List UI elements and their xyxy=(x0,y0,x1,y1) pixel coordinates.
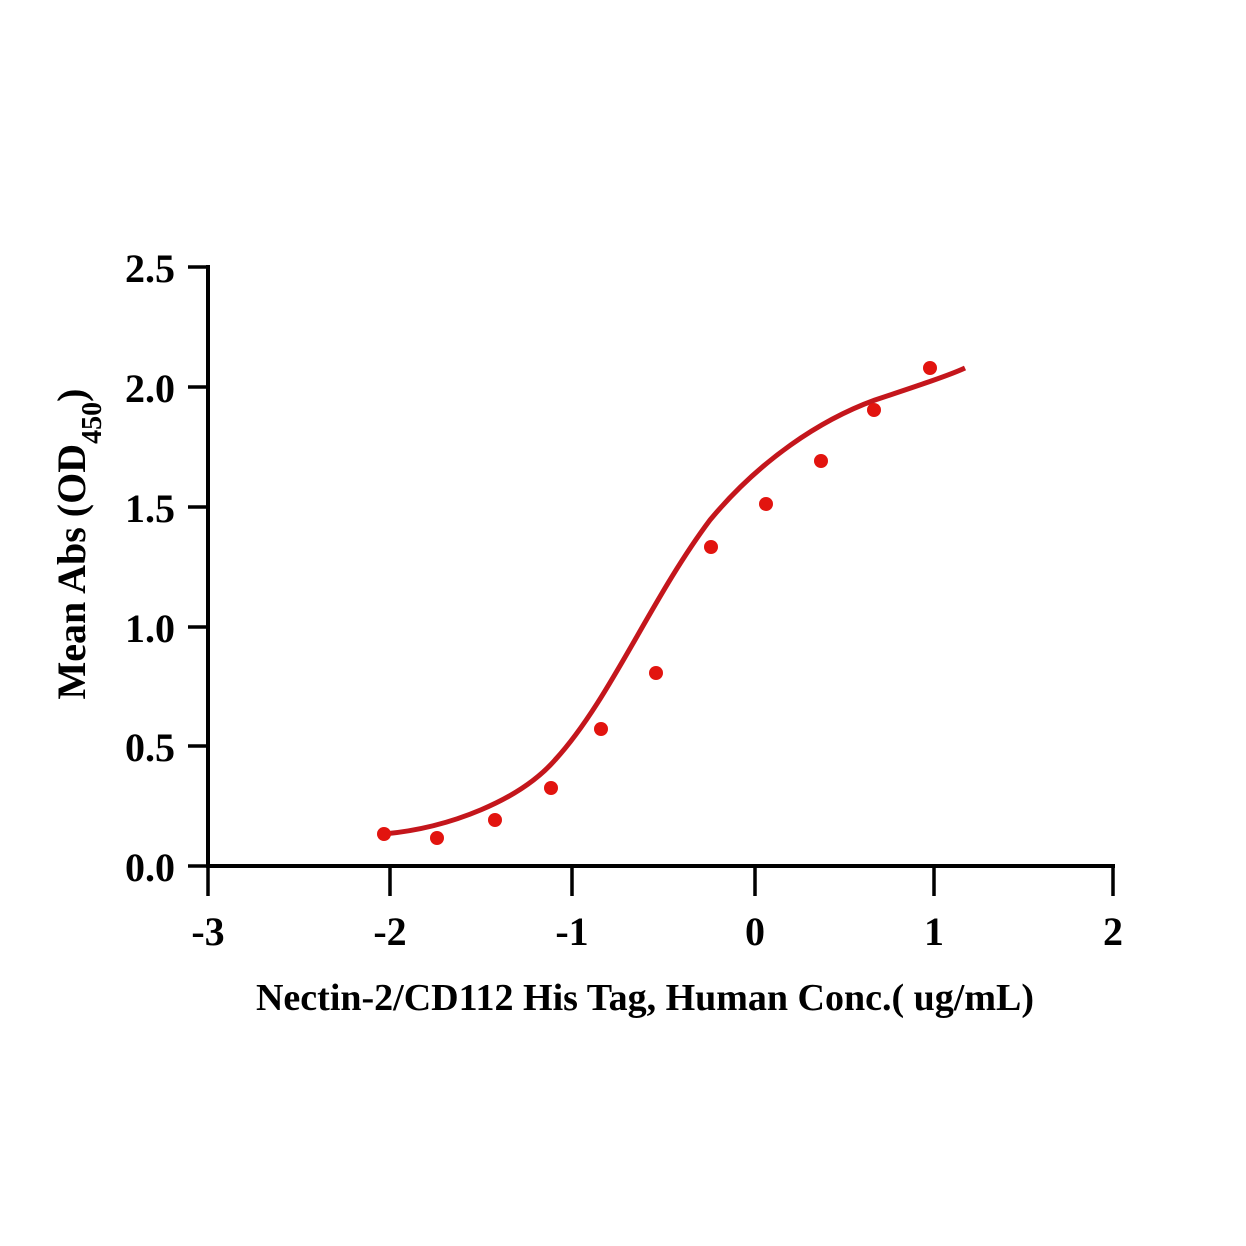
svg-text:Nectin-2/CD112 His Tag, Human: Nectin-2/CD112 His Tag, Human Conc.( ug/… xyxy=(256,977,1034,1019)
svg-text:1.5: 1.5 xyxy=(125,486,175,531)
svg-text:2.0: 2.0 xyxy=(125,366,175,411)
svg-text:0.5: 0.5 xyxy=(125,725,175,770)
svg-text:Mean Abs (OD450): Mean Abs (OD450) xyxy=(49,389,108,700)
svg-text:1.0: 1.0 xyxy=(125,606,175,651)
svg-text:2: 2 xyxy=(1103,909,1123,954)
svg-text:0.0: 0.0 xyxy=(125,845,175,890)
svg-text:-1: -1 xyxy=(555,909,588,954)
svg-text:2.5: 2.5 xyxy=(125,246,175,291)
svg-text:-3: -3 xyxy=(191,909,224,954)
svg-text:1: 1 xyxy=(924,909,944,954)
svg-text:-2: -2 xyxy=(373,909,406,954)
svg-text:0: 0 xyxy=(745,909,765,954)
